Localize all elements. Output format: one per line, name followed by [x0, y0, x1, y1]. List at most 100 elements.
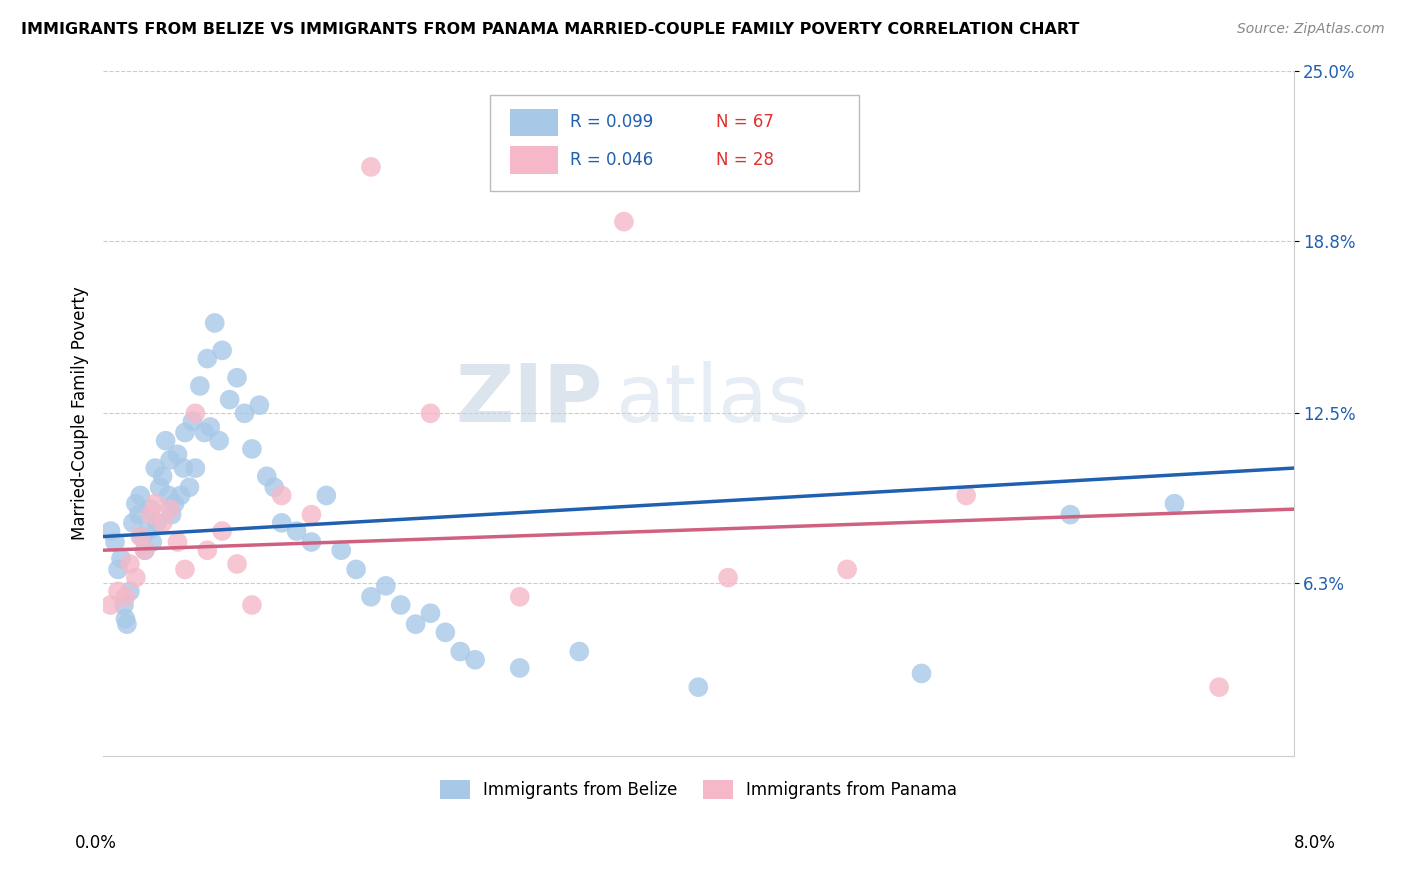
Point	[118, 584, 141, 599]
Point	[122, 516, 145, 530]
Text: ZIP: ZIP	[456, 360, 603, 439]
Point	[104, 535, 127, 549]
Point	[270, 516, 292, 530]
Point	[195, 351, 218, 366]
Point	[247, 398, 270, 412]
Point	[179, 480, 201, 494]
Point	[100, 598, 122, 612]
Point	[344, 562, 367, 576]
Point	[226, 557, 249, 571]
Point	[389, 598, 412, 612]
Point	[143, 461, 166, 475]
Point	[166, 447, 188, 461]
Point	[125, 497, 148, 511]
Legend: Immigrants from Belize, Immigrants from Panama: Immigrants from Belize, Immigrants from …	[433, 772, 963, 805]
Point	[143, 497, 166, 511]
Point	[155, 434, 177, 448]
Point	[115, 617, 138, 632]
Point	[301, 508, 323, 522]
Point	[152, 516, 174, 530]
Point	[128, 508, 150, 522]
Point	[139, 502, 162, 516]
Point	[110, 551, 132, 566]
Point	[163, 497, 186, 511]
Point	[218, 392, 240, 407]
Point	[301, 535, 323, 549]
Text: R = 0.046: R = 0.046	[569, 151, 652, 169]
Point	[125, 571, 148, 585]
Point	[134, 543, 156, 558]
Point	[449, 644, 471, 658]
Point	[141, 535, 163, 549]
Point	[100, 524, 122, 538]
Text: 8.0%: 8.0%	[1294, 834, 1336, 852]
Point	[509, 590, 531, 604]
Point	[835, 562, 858, 576]
Point	[374, 579, 396, 593]
Point	[509, 661, 531, 675]
Point	[159, 453, 181, 467]
Point	[184, 461, 207, 475]
Point	[405, 617, 427, 632]
Point	[166, 535, 188, 549]
Text: R = 0.099: R = 0.099	[569, 113, 652, 131]
Point	[419, 606, 441, 620]
Point	[240, 442, 263, 456]
Bar	[510, 109, 558, 136]
Point	[157, 488, 180, 502]
Point	[172, 461, 194, 475]
Point	[184, 406, 207, 420]
Point	[160, 508, 183, 522]
Point	[256, 469, 278, 483]
Point	[188, 379, 211, 393]
Point	[129, 488, 152, 502]
Point	[152, 469, 174, 483]
Point	[315, 488, 337, 502]
Point	[159, 502, 181, 516]
Point	[112, 598, 135, 612]
Text: N = 28: N = 28	[716, 151, 775, 169]
Point	[434, 625, 457, 640]
Point	[169, 488, 191, 502]
Point	[330, 543, 353, 558]
Point	[107, 584, 129, 599]
Point	[233, 406, 256, 420]
Point	[211, 524, 233, 538]
Bar	[510, 146, 558, 174]
Point	[195, 543, 218, 558]
FancyBboxPatch shape	[491, 95, 859, 191]
Point	[149, 480, 172, 494]
Point	[118, 557, 141, 571]
Point	[270, 488, 292, 502]
Point	[717, 571, 740, 585]
Point	[107, 562, 129, 576]
Point	[174, 425, 197, 440]
Point	[1208, 680, 1230, 694]
Point	[263, 480, 285, 494]
Point	[910, 666, 932, 681]
Point	[226, 370, 249, 384]
Point	[129, 530, 152, 544]
Point	[419, 406, 441, 420]
Point	[240, 598, 263, 612]
Point	[360, 160, 382, 174]
Text: Source: ZipAtlas.com: Source: ZipAtlas.com	[1237, 22, 1385, 37]
Text: IMMIGRANTS FROM BELIZE VS IMMIGRANTS FROM PANAMA MARRIED-COUPLE FAMILY POVERTY C: IMMIGRANTS FROM BELIZE VS IMMIGRANTS FRO…	[21, 22, 1080, 37]
Point	[464, 653, 486, 667]
Text: 0.0%: 0.0%	[75, 834, 117, 852]
Point	[1059, 508, 1081, 522]
Point	[200, 420, 222, 434]
Text: N = 67: N = 67	[716, 113, 775, 131]
Point	[114, 590, 136, 604]
Point	[204, 316, 226, 330]
Point	[134, 543, 156, 558]
Point	[688, 680, 710, 694]
Point	[114, 612, 136, 626]
Point	[136, 524, 159, 538]
Point	[181, 415, 204, 429]
Y-axis label: Married-Couple Family Poverty: Married-Couple Family Poverty	[72, 286, 89, 541]
Point	[613, 214, 636, 228]
Point	[193, 425, 215, 440]
Point	[955, 488, 977, 502]
Point	[145, 516, 167, 530]
